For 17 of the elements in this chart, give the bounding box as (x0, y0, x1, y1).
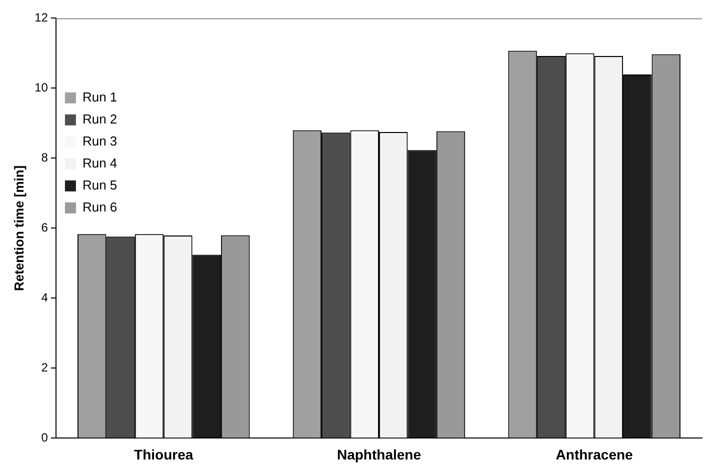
legend-label: Run 3 (82, 133, 118, 148)
legend-label: Run 1 (82, 89, 118, 104)
legend-label: Run 6 (82, 199, 118, 214)
legend-label: Run 2 (82, 111, 118, 126)
x-tick-label: Naphthalene (336, 446, 422, 462)
y-tick-label: 2 (41, 360, 48, 375)
legend-label: Run 4 (82, 155, 118, 170)
y-axis-title: Retention time [min] (11, 165, 26, 292)
x-tick-label: Thiourea (134, 446, 194, 462)
y-tick-label: 6 (41, 220, 48, 235)
y-tick-label: 12 (34, 10, 48, 25)
y-tick-label: 4 (41, 290, 48, 305)
x-tick-label: Anthracene (556, 446, 634, 462)
y-tick-label: 10 (34, 80, 48, 95)
y-tick-label: 8 (41, 150, 48, 165)
legend-label: Run 5 (82, 177, 118, 192)
y-tick-label: 0 (41, 430, 48, 445)
